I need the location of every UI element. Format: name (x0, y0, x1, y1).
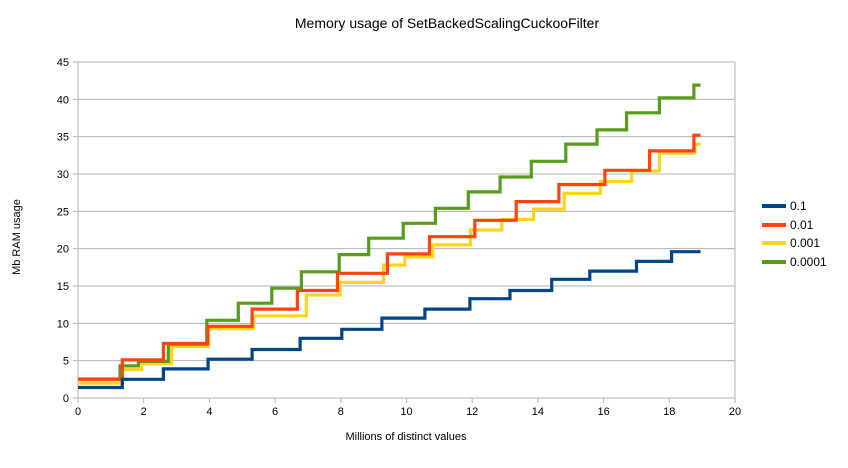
legend: 0.1 0.01 0.001 0.0001 (762, 197, 827, 271)
legend-item: 0.01 (762, 216, 827, 235)
y-tick-label: 20 (57, 244, 69, 256)
x-tick-label: 0 (75, 406, 81, 418)
x-tick-label: 4 (206, 406, 212, 418)
legend-line-swatch (762, 259, 786, 264)
legend-line-swatch (762, 222, 786, 227)
y-tick-label: 15 (57, 281, 69, 293)
series-line-0.1 (78, 250, 701, 390)
x-tick-label: 10 (400, 406, 412, 418)
y-tick-label: 5 (63, 356, 69, 368)
legend-item: 0.1 (762, 197, 827, 216)
x-tick-label: 2 (141, 406, 147, 418)
y-tick-label: 30 (57, 169, 69, 181)
y-tick-label: 10 (57, 318, 69, 330)
y-tick-label: 25 (57, 206, 69, 218)
x-axis-title: Millions of distinct values (345, 431, 467, 443)
legend-label: 0.0001 (790, 254, 827, 269)
x-tick-label: 14 (532, 406, 544, 418)
legend-label: 0.1 (790, 199, 807, 214)
legend-line-swatch (762, 204, 786, 209)
legend-item: 0.001 (762, 234, 827, 253)
series-line-0.0001 (78, 83, 701, 381)
x-tick-label: 6 (272, 406, 278, 418)
x-tick-label: 8 (338, 406, 344, 418)
legend-label: 0.01 (790, 217, 814, 232)
x-tick-label: 18 (663, 406, 675, 418)
legend-label: 0.001 (790, 236, 821, 251)
y-tick-label: 35 (57, 132, 69, 144)
series-line-0.01 (78, 133, 701, 381)
legend-line-swatch (762, 241, 786, 246)
x-tick-label: 20 (729, 406, 741, 418)
y-tick-label: 0 (63, 393, 69, 405)
y-axis-title: Mb RAM usage (11, 199, 23, 275)
chart-title: Memory usage of SetBackedScalingCuckooFi… (294, 15, 600, 31)
y-tick-label: 40 (57, 94, 69, 106)
series-line-0.001 (78, 142, 701, 385)
x-tick-label: 12 (466, 406, 478, 418)
x-tick-label: 16 (597, 406, 609, 418)
y-tick-label: 45 (57, 57, 69, 69)
legend-item: 0.0001 (762, 253, 827, 272)
